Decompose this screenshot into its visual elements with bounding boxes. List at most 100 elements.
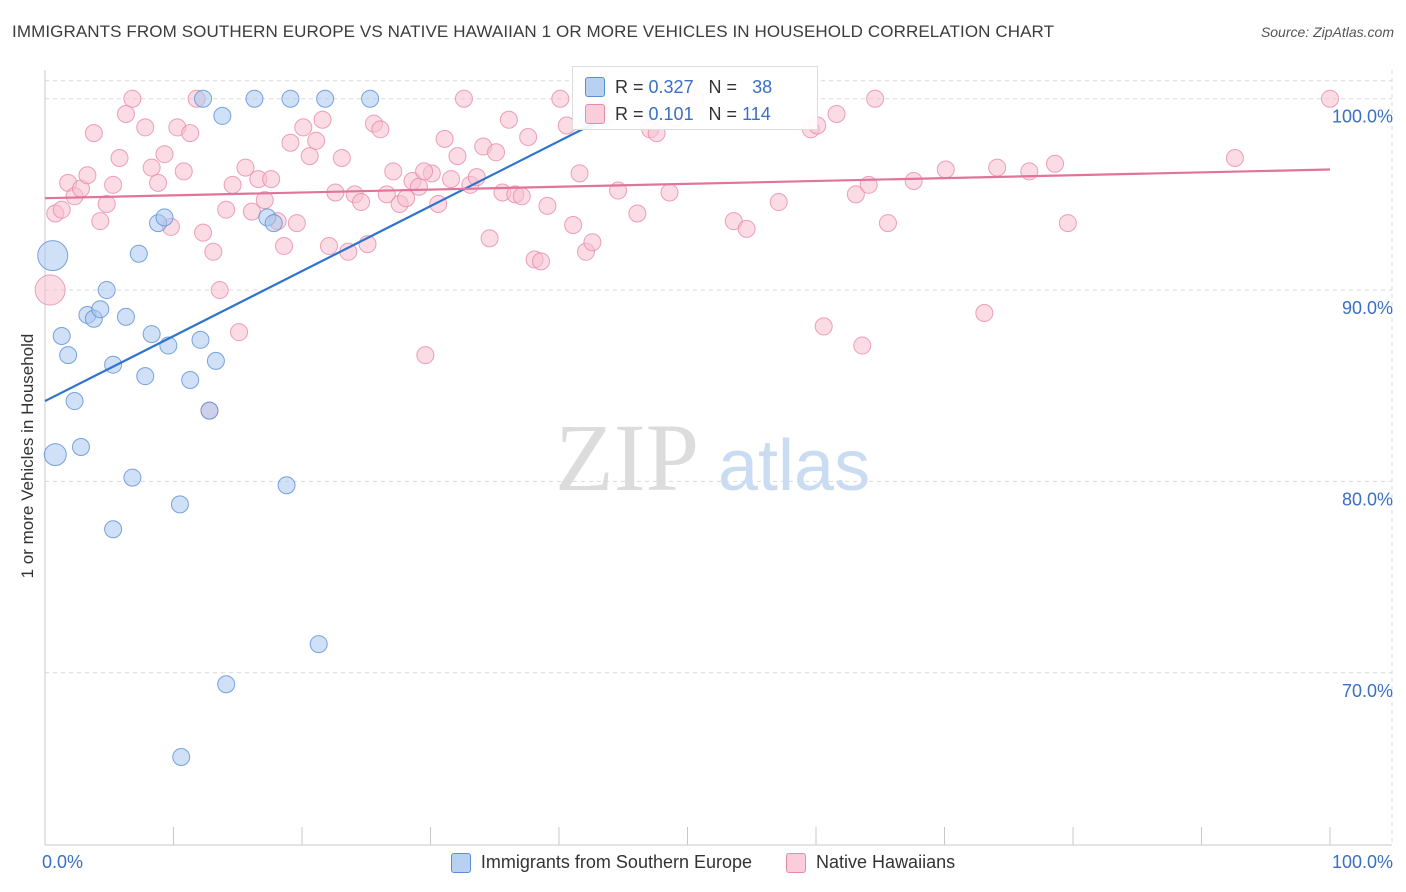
point-immigrants (361, 89, 380, 108)
point-native-hawaiian (262, 170, 281, 189)
point-immigrants (59, 346, 78, 365)
point-native-hawaiian (104, 175, 123, 194)
point-native-hawaiian (454, 89, 473, 108)
point-native-hawaiian (442, 170, 461, 189)
legend-r-label: R = (615, 103, 644, 124)
point-immigrants (172, 747, 191, 766)
point-native-hawaiian (149, 173, 168, 192)
point-native-hawaiian (78, 166, 97, 185)
point-native-hawaiian (846, 185, 865, 204)
source-label: Source: ZipAtlas.com (1260, 24, 1394, 40)
point-native-hawaiian (988, 158, 1007, 177)
watermark-zip: ZIP (555, 404, 699, 511)
point-native-hawaiian (97, 194, 116, 213)
point-immigrants (129, 244, 148, 263)
point-native-hawaiian (415, 162, 434, 181)
y-tick-label: 70.0% (1342, 681, 1393, 701)
point-native-hawaiian (230, 323, 249, 342)
point-native-hawaiian (300, 147, 319, 166)
legend-swatch-pink (786, 852, 807, 873)
watermark-atlas: atlas (718, 426, 870, 506)
point-native-hawaiian (384, 162, 403, 181)
point-immigrants (142, 325, 161, 344)
point-immigrants (123, 468, 142, 487)
chart-title: IMMIGRANTS FROM SOUTHERN EUROPE VS NATIV… (12, 22, 1055, 41)
point-immigrants (155, 208, 174, 227)
point-immigrants (206, 351, 225, 370)
legend-label-native-hawaiians: Native Hawaiians (816, 852, 956, 872)
legend-r-label: R = (615, 76, 644, 97)
point-native-hawaiian (52, 200, 71, 219)
legend-swatch-blue (450, 852, 471, 873)
point-native-hawaiian (210, 281, 229, 300)
point-immigrants (281, 89, 300, 108)
y-axis-label: 1 or more Vehicles in Household (18, 333, 37, 579)
point-immigrants (136, 367, 155, 386)
point-native-hawaiian (91, 212, 110, 231)
point-native-hawaiian (853, 336, 872, 355)
point-native-hawaiian (416, 346, 435, 365)
legend-n-value: 114 (742, 103, 771, 124)
point-native-hawaiian (174, 162, 193, 181)
point-immigrants (104, 520, 123, 539)
series-immigrants-southern-europe (37, 89, 598, 766)
point-native-hawaiian (1058, 214, 1077, 233)
point-immigrants (52, 326, 71, 345)
point-immigrants (97, 281, 116, 300)
point-immigrants (65, 392, 84, 411)
x-tick-label-min: 0.0% (42, 852, 83, 872)
point-immigrants (200, 401, 219, 420)
legend-n-label: N = (708, 76, 738, 97)
legend-row-pink: R = 0.101 N = 114 (585, 101, 771, 127)
point-native-hawaiian (110, 149, 129, 168)
legend-row-blue: R = 0.327 N = 38 (585, 74, 772, 100)
legend-swatch-pink (585, 104, 605, 124)
legend-item-native-hawaiians: Native Hawaiians (786, 852, 955, 873)
point-native-hawaiian (313, 110, 332, 129)
point-native-hawaiian (332, 149, 351, 168)
point-native-hawaiian (255, 191, 274, 210)
point-native-hawaiian (1046, 154, 1065, 173)
tick-labels: 70.0% 80.0% 90.0% 100.0% 0.0% 100.0% (42, 107, 1393, 872)
point-native-hawaiian (1225, 149, 1244, 168)
point-native-hawaiian (866, 89, 885, 108)
series-native-hawaiians (34, 89, 1339, 420)
point-immigrants (191, 330, 210, 349)
point-native-hawaiian (737, 219, 756, 238)
legend-n-label: N = (708, 103, 738, 124)
point-immigrants (316, 89, 335, 108)
point-native-hawaiian (1321, 89, 1339, 108)
point-native-hawaiian (142, 158, 161, 177)
y-tick-label: 90.0% (1342, 298, 1393, 318)
point-native-hawaiian (480, 229, 499, 248)
point-native-hawaiian (499, 110, 518, 129)
point-native-hawaiian (827, 105, 846, 124)
legend-r-value: 0.327 (648, 76, 694, 97)
point-immigrants (194, 89, 213, 108)
point-immigrants (43, 443, 67, 467)
legend-label-immigrants: Immigrants from Southern Europe (480, 852, 753, 872)
point-native-hawaiian (660, 183, 679, 202)
point-native-hawaiian (371, 120, 390, 139)
point-native-hawaiian (181, 124, 200, 143)
point-immigrants (309, 635, 328, 654)
point-native-hawaiian (319, 237, 338, 256)
point-native-hawaiian (551, 89, 570, 108)
point-native-hawaiian (570, 164, 589, 183)
y-tick-label: 80.0% (1342, 489, 1393, 509)
point-immigrants (91, 300, 110, 319)
series-legend: Immigrants from Southern Europe Native H… (0, 852, 1406, 873)
point-immigrants (170, 495, 189, 514)
trend-line-immigrants (44, 120, 599, 403)
trend-line-native-hawaiians (44, 168, 1331, 200)
point-immigrants (71, 437, 90, 456)
point-native-hawaiian (628, 204, 647, 223)
point-immigrants (245, 89, 264, 108)
point-native-hawaiian (281, 133, 300, 152)
x-tick-label-max: 100.0% (1332, 852, 1393, 872)
point-native-hawaiian (519, 127, 538, 146)
point-native-hawaiian (448, 147, 467, 166)
point-native-hawaiian (352, 193, 371, 212)
point-native-hawaiian (287, 214, 306, 233)
point-native-hawaiian (583, 233, 602, 252)
